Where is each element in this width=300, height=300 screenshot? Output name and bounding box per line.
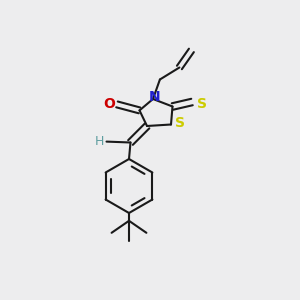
Text: S: S xyxy=(197,97,207,110)
Text: H: H xyxy=(95,135,105,148)
Text: O: O xyxy=(103,98,116,111)
Text: N: N xyxy=(149,90,160,104)
Text: S: S xyxy=(175,116,185,130)
